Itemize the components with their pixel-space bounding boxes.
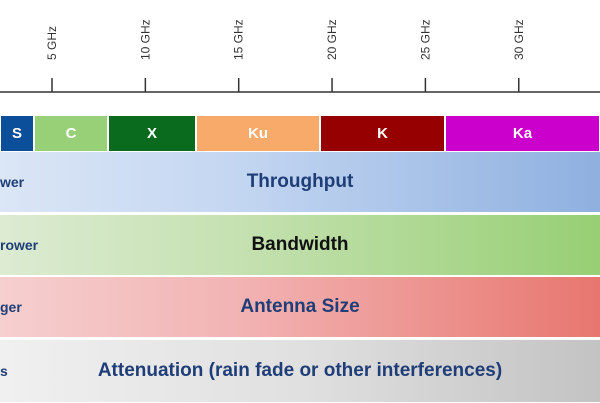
band-ka: Ka — [445, 115, 600, 152]
throughput-left-label: wer — [0, 174, 25, 190]
attenuation-row: s Attenuation (rain fade or other interf… — [0, 340, 600, 403]
band-x: X — [108, 115, 196, 152]
frequency-tick-label: 5 GHz — [45, 26, 59, 60]
antenna-left-label: ger — [0, 299, 22, 315]
antenna-size-row: ger Antenna Size — [0, 277, 600, 338]
bandwidth-left-label: rower — [0, 237, 39, 253]
throughput-row: wer Throughput — [0, 152, 600, 213]
frequency-tick-label: 20 GHz — [325, 19, 339, 60]
frequency-tick-label: 25 GHz — [418, 19, 432, 60]
frequency-tick-label: 10 GHz — [138, 19, 152, 60]
band-ku: Ku — [196, 115, 320, 152]
frequency-tick-label: 30 GHz — [512, 19, 526, 60]
antenna-title: Antenna Size — [240, 296, 360, 317]
frequency-tick-label: 15 GHz — [232, 19, 246, 60]
band-k: K — [320, 115, 445, 152]
throughput-title: Throughput — [246, 171, 354, 192]
bandwidth-title: Bandwidth — [251, 234, 349, 255]
bandwidth-row: rower Bandwidth — [0, 215, 600, 276]
frequency-scale: 5 GHz 10 GHz 15 GHz 20 GHz 25 GHz 30 GHz — [0, 19, 600, 93]
attenuation-left-label: s — [0, 363, 8, 379]
band-c: C — [34, 115, 108, 152]
band-s: S — [0, 115, 34, 152]
attenuation-title: Attenuation (rain fade or other interfer… — [97, 360, 503, 381]
frequency-ticks: 5 GHz 10 GHz 15 GHz 20 GHz 25 GHz 30 GHz — [45, 19, 526, 92]
frequency-bands: S C X Ku K Ka — [0, 115, 600, 152]
